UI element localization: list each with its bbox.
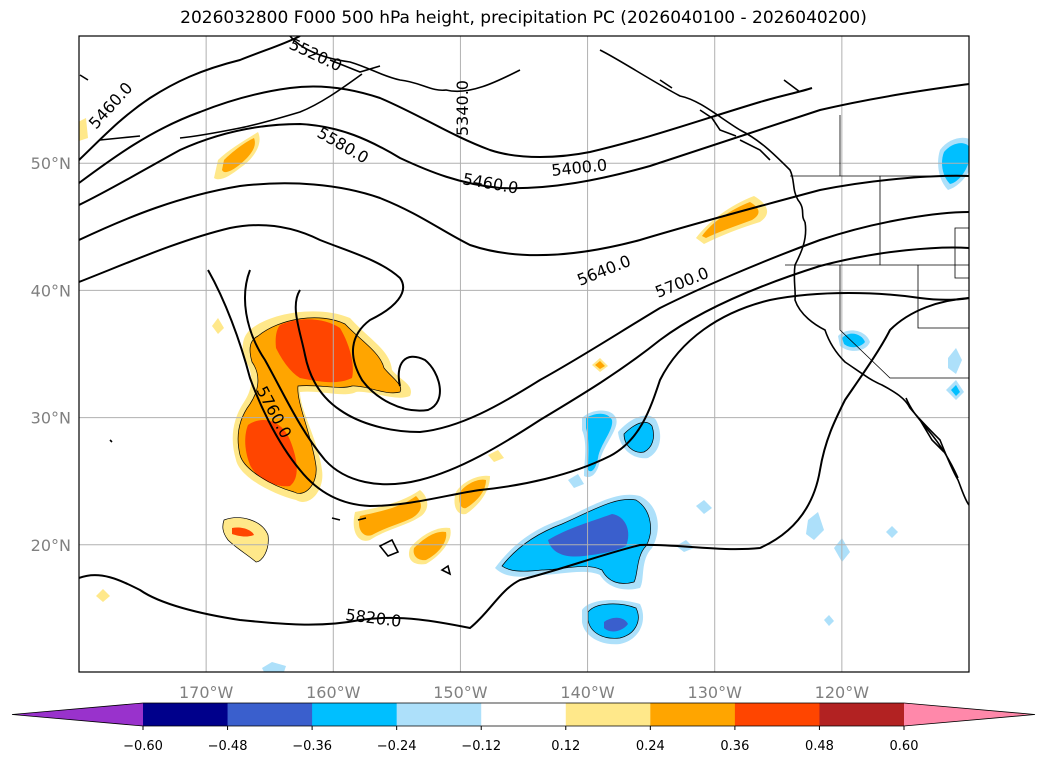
longitude-label: 120°W [815, 683, 870, 702]
height-contours [79, 36, 969, 630]
longitude-label: 170°W [179, 683, 234, 702]
map-frame [78, 35, 970, 673]
colorbar-segment [396, 703, 482, 726]
contour-label: 5700.0 [652, 263, 711, 302]
longitude-label: 140°W [560, 683, 615, 702]
precipitation-shading [79, 118, 969, 672]
contour-label: 5400.0 [550, 155, 608, 180]
colorbar-segment [565, 703, 651, 726]
colorbar-extend-low [12, 703, 143, 726]
colorbar-segment [227, 703, 313, 726]
latitude-label: 20°N [31, 536, 71, 555]
latitude-label: 40°N [31, 281, 71, 300]
latitude-label: 50°N [31, 154, 71, 173]
contour-label: 5520.0 [286, 34, 345, 75]
colorbar-segment [143, 703, 229, 726]
colorbar-segment [734, 703, 820, 726]
map-gridlines [79, 36, 969, 672]
colorbar-extend-high [904, 703, 1035, 726]
colorbar-segment [819, 703, 905, 726]
colorbar-tick-label: 0.48 [805, 739, 834, 754]
latitude-label: 30°N [31, 409, 71, 428]
colorbar-tick-label: −0.48 [208, 739, 248, 754]
colorbar-tick-label: 0.12 [551, 739, 580, 754]
colorbar-segment [481, 703, 567, 726]
longitude-labels: 170°W 160°W 150°W 140°W 130°W 120°W [179, 683, 869, 702]
colorbar-tick-label: −0.24 [377, 739, 417, 754]
colorbar-tick-label: −0.60 [123, 739, 163, 754]
longitude-label: 160°W [306, 683, 361, 702]
latitude-labels: 50°N 40°N 30°N 20°N [31, 154, 71, 555]
colorbar-tick-label: 0.24 [636, 739, 665, 754]
contour-label: 5820.0 [345, 605, 403, 631]
colorbar-tick-label: 0.60 [890, 739, 919, 754]
coastlines [79, 36, 969, 576]
colorbar-segment [312, 703, 398, 726]
contour-label: 5640.0 [574, 251, 633, 290]
contour-label: 5580.0 [314, 123, 372, 167]
colorbar-segment [650, 703, 736, 726]
colorbar-tick-label: 0.36 [720, 739, 749, 754]
colorbar-tick-label: −0.12 [461, 739, 501, 754]
precipitation-outlines [222, 317, 654, 639]
longitude-label: 130°W [688, 683, 743, 702]
colorbar-ticks: −0.60 −0.48 −0.36 −0.24 −0.12 0.12 0.24 0.36 0.4… [123, 726, 918, 754]
longitude-label: 150°W [433, 683, 488, 702]
contour-label: 5460.0 [461, 169, 519, 197]
colorbar [11, 702, 1036, 727]
map-title: 2026032800 F000 500 hPa height, precipit… [180, 8, 867, 28]
contour-label: 5340.0 [453, 80, 472, 136]
colorbar-tick-label: −0.36 [292, 739, 332, 754]
